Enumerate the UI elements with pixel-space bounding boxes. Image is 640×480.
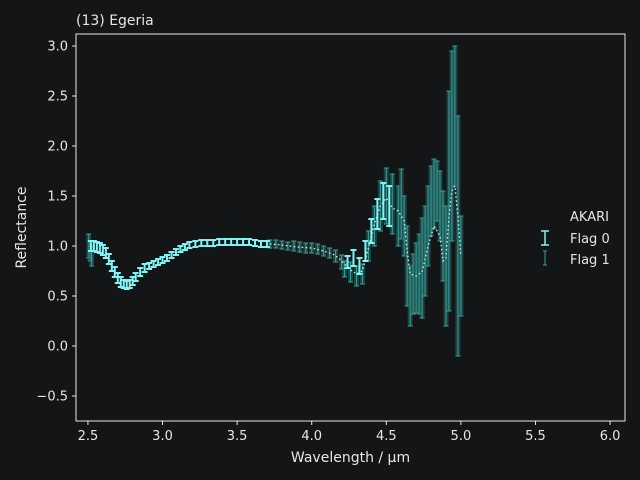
y-tick-label: 0.0 [47,340,68,355]
flag-1-point [431,158,437,230]
legend-label-flag-1: Flag 1 [570,253,610,268]
flag-1-point [285,241,291,251]
flag-1-point [389,173,395,235]
x-tick-label: 5.0 [451,429,472,444]
legend-symbol-flag-1 [543,250,547,266]
chart-title: (13) Egeria [76,13,154,29]
flag-0-point [181,243,188,251]
flag-0-point [240,238,247,246]
flag-0-point [186,241,193,249]
x-tick-label: 5.5 [525,429,546,444]
legend-label-flag-0: Flag 0 [570,232,610,247]
flag-0-point [228,238,235,246]
y-axis-label: Reflectance [14,186,30,268]
flag-1-point [383,167,389,225]
flag-0-point [368,218,375,244]
y-tick-label: 1.5 [47,190,68,205]
flag-0-point [386,185,393,227]
y-axis: −0.5 0.0 0.5 1.0 1.5 2.0 2.5 3.0 [36,40,76,405]
x-tick-label: 3.0 [152,429,173,444]
flag-0-point [192,240,199,248]
flag-0-point [210,239,217,247]
y-tick-label: 1.0 [47,240,68,255]
x-tick-label: 2.5 [78,429,99,444]
y-tick-label: 2.0 [47,140,68,155]
flag-0-point [137,267,144,277]
legend: AKARI Flag 0 Flag 1 [541,210,610,268]
legend-title: AKARI [570,210,609,225]
flag-0-point [150,260,157,268]
flag-1-point [273,239,279,249]
flag-0-point [263,240,270,248]
flag-0-point [216,238,223,246]
flag-0-point [344,255,351,269]
y-tick-label: 0.5 [47,290,68,305]
x-tick-label: 4.0 [301,429,322,444]
flag-1-point [339,254,345,270]
x-axis-label: Wavelength / μm [291,450,410,466]
axes-frame [75,33,626,422]
y-tick-label: −0.5 [36,390,68,405]
flag-0-point [222,238,229,246]
flag-1-point [443,205,449,327]
flag-0-point [234,238,241,246]
flag-1-point [452,45,458,187]
y-tick-label: 2.5 [47,90,68,105]
flag-1-point [353,265,359,287]
flag-1-point [455,115,461,357]
flag-1-point [458,215,464,317]
flag-0-point [252,239,259,247]
model-curve [269,183,462,277]
x-tick-label: 4.5 [376,429,397,444]
x-axis: 2.5 3.0 3.5 4.0 4.5 5.0 5.5 6.0 [78,421,621,444]
flag-0-point [168,251,175,259]
flag-0-point [177,245,184,253]
y-tick-label: 3.0 [47,40,68,55]
x-tick-label: 6.0 [600,429,621,444]
x-tick-label: 3.5 [227,429,248,444]
flag-1-point [321,245,327,257]
legend-symbol-flag-0 [541,230,549,246]
flag-1-point [333,249,339,263]
flag-0-point [155,258,162,266]
flag-0-point [380,182,387,220]
flag-0-point [198,239,205,247]
flag-0-point [246,238,253,246]
flag-1-point [297,241,303,253]
flag-0-point [257,240,264,248]
flag-0-point [204,239,211,247]
flag-0-point [146,262,153,270]
flag-1-point [309,242,315,254]
flag-0-point [132,272,139,282]
flag-0-point [172,248,179,256]
flag-0-point [164,254,171,262]
flag-0-point [159,256,166,264]
plot-area [86,45,464,357]
flag-1-point [291,240,297,252]
flag-0-point [356,257,363,275]
flag-0-point [350,249,357,267]
